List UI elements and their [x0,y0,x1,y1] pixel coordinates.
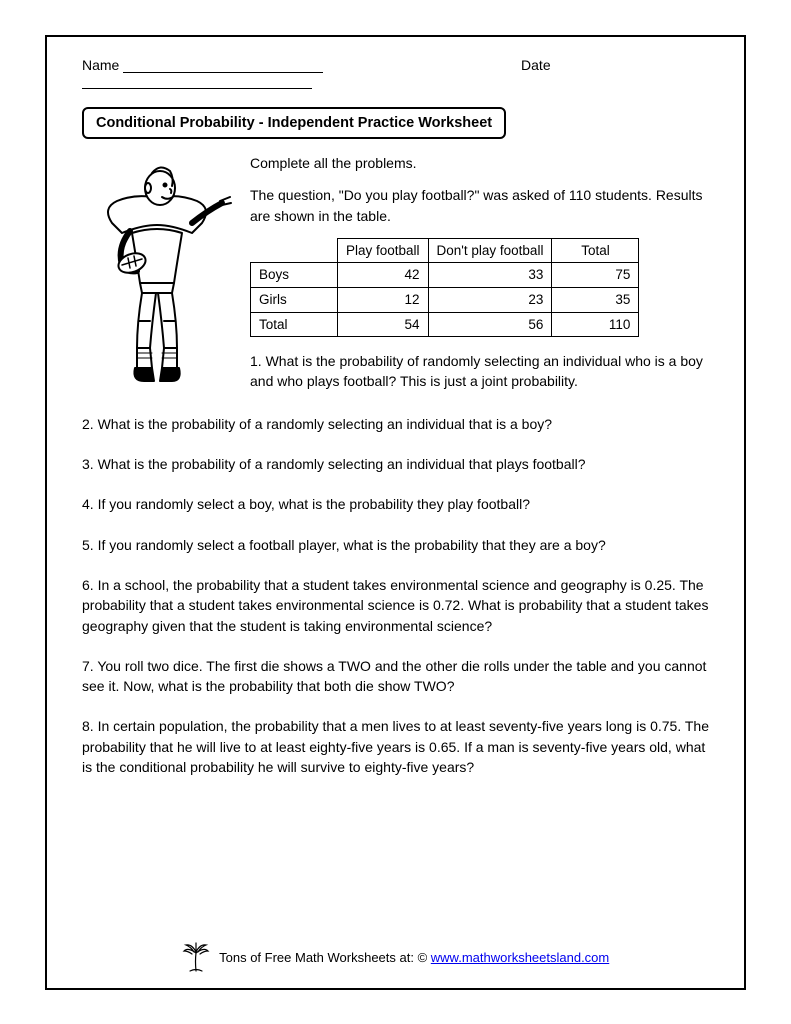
date-label: Date [521,57,551,73]
question-8: 8. In certain population, the probabilit… [82,716,709,777]
table-cell: 110 [552,312,639,337]
question-6: 6. In a school, the probability that a s… [82,575,709,636]
table-row: Girls 12 23 35 [251,288,639,313]
question-3: 3. What is the probability of a randomly… [82,454,709,474]
table-corner [251,238,338,263]
table-cell: 33 [428,263,552,288]
football-player-icon [82,153,232,393]
content-border: Name Date Conditional Probability - Inde… [45,35,746,990]
row-label: Boys [251,263,338,288]
table-cell: 42 [338,263,429,288]
footer: Tons of Free Math Worksheets at: © www.m… [47,941,744,976]
table-row: Total 54 56 110 [251,312,639,337]
footer-link[interactable]: www.mathworksheetsland.com [431,950,609,965]
table-cell: 75 [552,263,639,288]
question-1: 1. What is the probability of randomly s… [250,351,709,392]
intro-section: Complete all the problems. The question,… [82,153,709,404]
question-2: 2. What is the probability of a randomly… [82,414,709,434]
table-cell: 35 [552,288,639,313]
table-row: Boys 42 33 75 [251,263,639,288]
footer-text: Tons of Free Math Worksheets at: © [219,950,431,965]
table-header-row: Play football Don't play football Total [251,238,639,263]
name-blank[interactable] [123,72,323,73]
football-player-illustration [82,153,232,404]
worksheet-title: Conditional Probability - Independent Pr… [82,107,506,139]
table-cell: 54 [338,312,429,337]
worksheet-page: Name Date Conditional Probability - Inde… [0,0,791,1024]
intro-text: Complete all the problems. The question,… [250,153,709,404]
row-label: Total [251,312,338,337]
data-table: Play football Don't play football Total … [250,238,639,337]
question-5: 5. If you randomly select a football pla… [82,535,709,555]
instruction-line: Complete all the problems. [250,153,709,173]
question-4: 4. If you randomly select a boy, what is… [82,494,709,514]
scenario-text: The question, "Do you play football?" wa… [250,185,709,226]
table-cell: 56 [428,312,552,337]
table-cell: 12 [338,288,429,313]
row-label: Girls [251,288,338,313]
header-row: Name Date [82,57,709,89]
col-header: Don't play football [428,238,552,263]
col-header: Total [552,238,639,263]
palm-tree-icon [182,941,210,976]
col-header: Play football [338,238,429,263]
question-7: 7. You roll two dice. The first die show… [82,656,709,697]
name-label: Name [82,57,119,73]
table-cell: 23 [428,288,552,313]
date-blank[interactable] [82,88,312,89]
